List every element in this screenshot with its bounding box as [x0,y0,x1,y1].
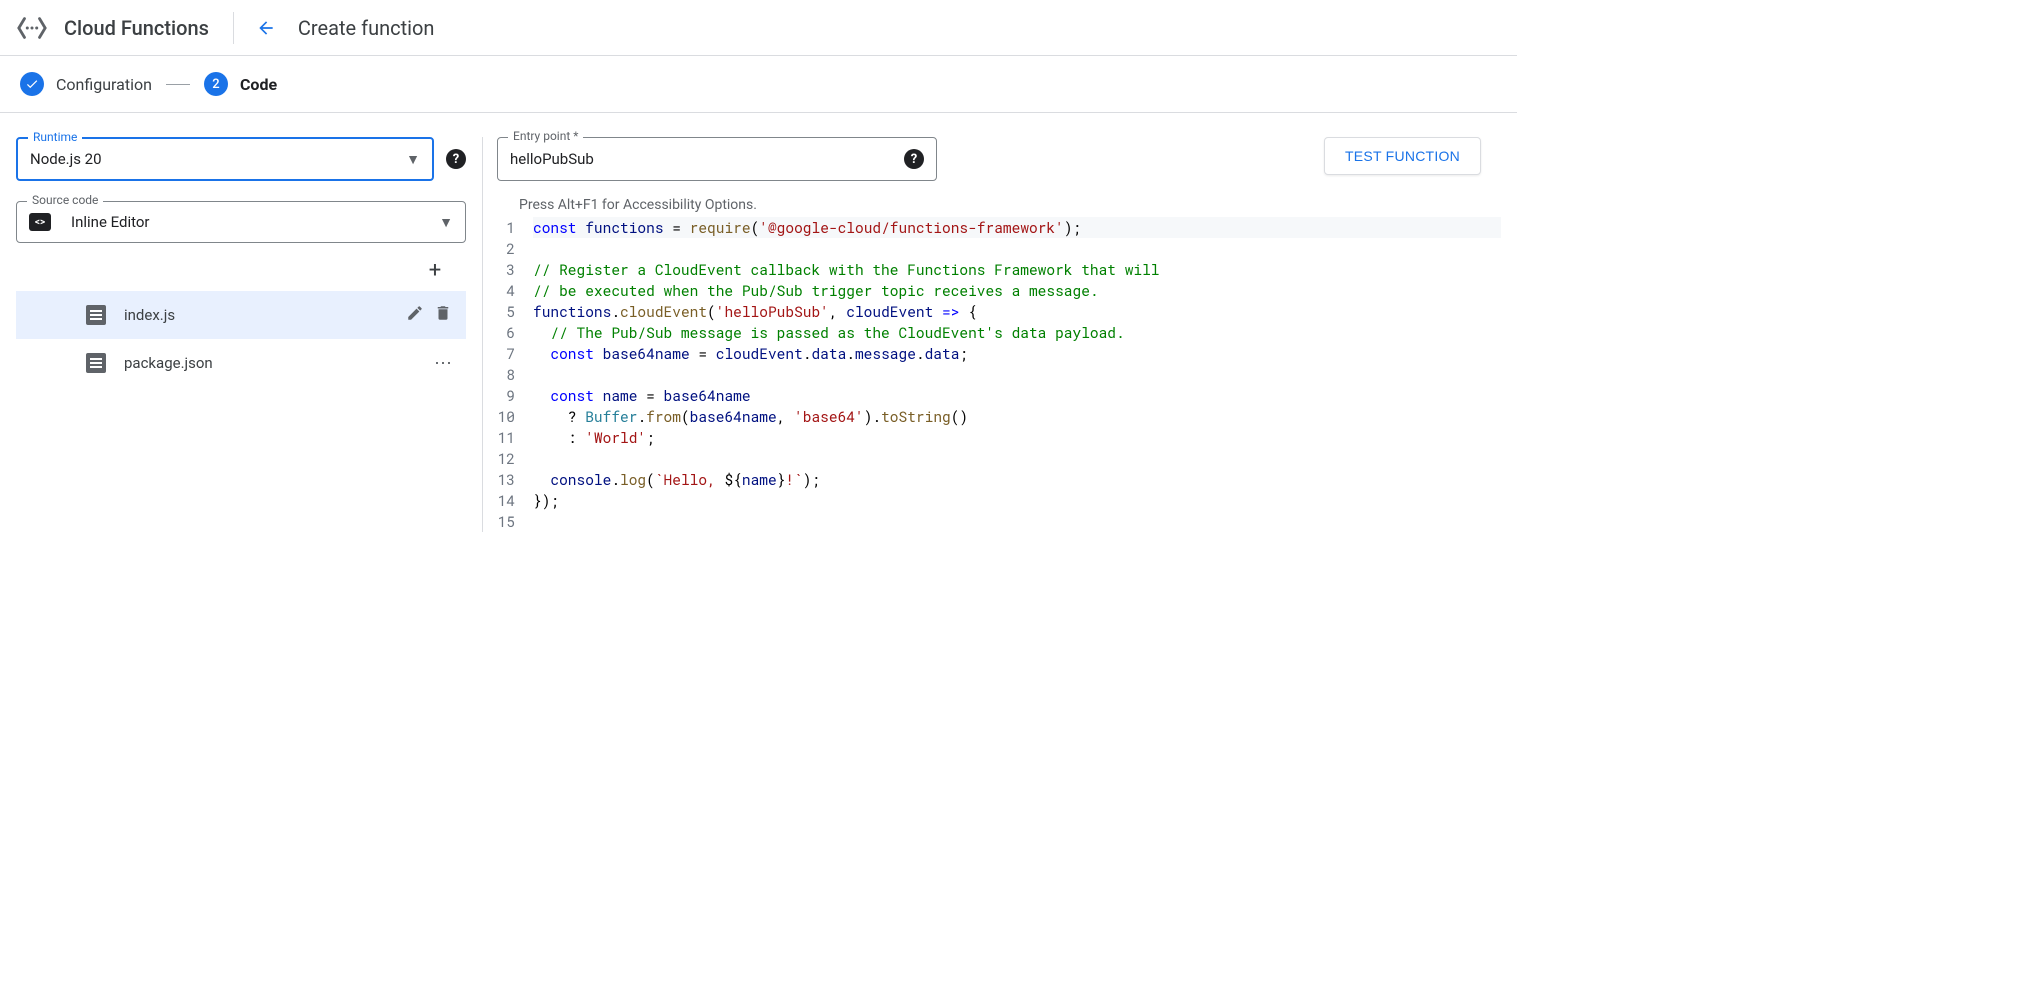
line-number: 7 [497,343,533,364]
line-number: 11 [497,427,533,448]
field-label: Entry point * [508,129,583,143]
field-label: Runtime [28,130,82,144]
line-number: 8 [497,364,533,385]
line-number: 2 [497,238,533,259]
help-icon[interactable]: ? [446,149,466,169]
source-code-value: Inline Editor [71,213,439,231]
file-name: index.js [124,306,406,324]
code-line[interactable]: 7 const base64name = cloudEvent.data.mes… [497,343,1501,364]
code-line[interactable]: 13 console.log(`Hello, ${name}!`); [497,469,1501,490]
source-code-select[interactable]: Source code <> Inline Editor ▼ [16,201,466,243]
right-column: Entry point * helloPubSub ? TEST FUNCTIO… [482,137,1501,532]
add-file-button[interactable]: + [420,255,450,285]
code-line[interactable]: 12 [497,448,1501,469]
code-content: // be executed when the Pub/Sub trigger … [533,280,1501,301]
code-icon: <> [29,213,51,231]
runtime-value: Node.js 20 [30,150,406,168]
line-number: 13 [497,469,533,490]
header-divider [233,12,234,44]
code-line[interactable]: 6 // The Pub/Sub message is passed as th… [497,322,1501,343]
code-line[interactable]: 9 const name = base64name [497,385,1501,406]
code-content: // The Pub/Sub message is passed as the … [533,322,1501,343]
line-number: 10 [497,406,533,427]
code-line[interactable]: 15 [497,511,1501,532]
cloud-functions-logo-icon [16,12,48,44]
code-line[interactable]: 14}); [497,490,1501,511]
code-content: }); [533,490,1501,511]
plus-icon: + [429,258,441,283]
code-content [533,511,1501,532]
line-number: 1 [497,217,533,238]
step-configuration[interactable]: Configuration [20,72,152,96]
file-icon [86,353,106,373]
line-number: 15 [497,511,533,532]
code-content [533,364,1501,385]
test-function-button[interactable]: TEST FUNCTION [1324,137,1481,175]
line-number: 9 [497,385,533,406]
code-line[interactable]: 11 : 'World'; [497,427,1501,448]
step-label: Code [240,75,277,94]
field-label: Source code [27,193,103,207]
line-number: 6 [497,322,533,343]
code-line[interactable]: 5functions.cloudEvent('helloPubSub', clo… [497,301,1501,322]
code-editor[interactable]: 1const functions = require('@google-clou… [483,217,1501,532]
code-line[interactable]: 10 ? Buffer.from(base64name, 'base64').t… [497,406,1501,427]
step-number-badge: 2 [204,72,228,96]
entry-point-field[interactable]: Entry point * helloPubSub ? [497,137,937,181]
back-button[interactable] [242,4,290,52]
edit-icon[interactable] [406,304,424,327]
chevron-down-icon: ▼ [406,151,420,168]
file-item-index-js[interactable]: index.js [16,291,466,339]
page-title: Create function [298,16,435,40]
file-name: package.json [124,354,434,372]
runtime-select[interactable]: Runtime Node.js 20 ▼ [16,137,434,181]
stepper: Configuration 2 Code [0,56,1517,113]
step-code[interactable]: 2 Code [204,72,277,96]
line-number: 5 [497,301,533,322]
help-icon[interactable]: ? [904,149,924,169]
file-item-package-json[interactable]: package.json ⋯ [16,339,466,387]
code-content [533,238,1501,259]
code-content: const base64name = cloudEvent.data.messa… [533,343,1501,364]
step-connector [166,84,190,85]
step-complete-icon [20,72,44,96]
code-line[interactable]: 8 [497,364,1501,385]
code-line[interactable]: 1const functions = require('@google-clou… [497,217,1501,238]
code-content: ? Buffer.from(base64name, 'base64').toSt… [533,406,1501,427]
code-line[interactable]: 4// be executed when the Pub/Sub trigger… [497,280,1501,301]
code-line[interactable]: 2 [497,238,1501,259]
main-content: Runtime Node.js 20 ▼ ? Source code <> In… [0,113,1517,532]
code-content: const name = base64name [533,385,1501,406]
product-title: Cloud Functions [64,16,233,40]
header: Cloud Functions Create function [0,0,1517,56]
code-content: : 'World'; [533,427,1501,448]
line-number: 4 [497,280,533,301]
code-content [533,448,1501,469]
step-label: Configuration [56,75,152,94]
left-column: Runtime Node.js 20 ▼ ? Source code <> In… [16,137,466,532]
delete-icon[interactable] [434,304,452,327]
code-content: const functions = require('@google-cloud… [533,217,1501,238]
more-icon[interactable]: ⋯ [434,353,452,374]
chevron-down-icon: ▼ [439,214,453,231]
line-number: 3 [497,259,533,280]
accessibility-hint: Press Alt+F1 for Accessibility Options. [483,197,1501,217]
code-line[interactable]: 3// Register a CloudEvent callback with … [497,259,1501,280]
code-content: // Register a CloudEvent callback with t… [533,259,1501,280]
line-number: 14 [497,490,533,511]
file-icon [86,305,106,325]
entry-point-value: helloPubSub [510,150,904,168]
code-content: functions.cloudEvent('helloPubSub', clou… [533,301,1501,322]
line-number: 12 [497,448,533,469]
file-list: index.js package.json ⋯ [16,291,466,387]
code-content: console.log(`Hello, ${name}!`); [533,469,1501,490]
arrow-back-icon [256,18,276,38]
